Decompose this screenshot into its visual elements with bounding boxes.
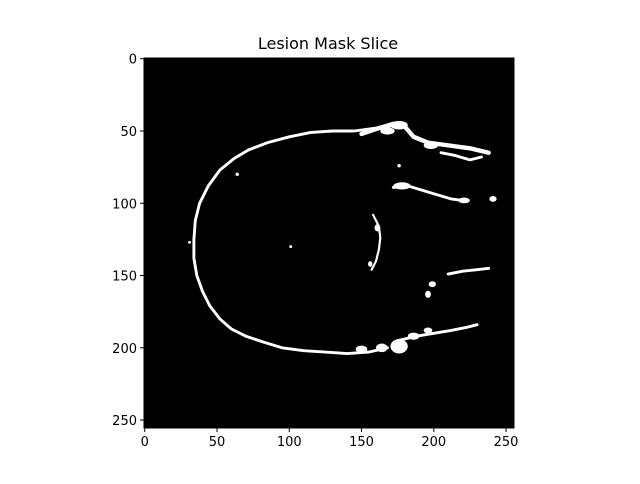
mask-speck-2 — [188, 240, 191, 244]
mask-inner-blob — [374, 224, 381, 232]
mask-lower-blob-2 — [376, 343, 388, 353]
mask-upper-right-band — [359, 121, 491, 155]
chart-title: Lesion Mask Slice — [258, 34, 398, 53]
y-tick-label: 200 — [112, 342, 137, 357]
mask-side-blob-2 — [425, 290, 431, 298]
mask-lower-right-streak — [446, 266, 491, 276]
x-tick-label: 100 — [277, 435, 302, 450]
mask-lower-blob-3 — [355, 345, 368, 353]
mask-mid-blob — [393, 182, 411, 190]
y-tick-label: 100 — [112, 197, 137, 212]
mask-foreground-layer — [188, 120, 497, 356]
x-axis-ticks: 0 50 100 150 200 250 — [141, 428, 519, 450]
y-tick-label: 250 — [112, 414, 137, 429]
y-axis-ticks: 0 50 100 150 200 250 — [112, 53, 144, 429]
x-tick-label: 50 — [209, 435, 226, 450]
mask-outer-rim — [192, 123, 398, 356]
mask-upper-right-strand — [439, 151, 483, 162]
x-tick-label: 0 — [141, 435, 149, 450]
mask-upper-right-blob — [423, 141, 439, 150]
y-tick-label: 50 — [120, 125, 137, 140]
mask-image-background — [144, 58, 514, 428]
mask-upper-blob-2 — [380, 127, 395, 135]
mask-speck-4 — [397, 163, 401, 168]
mask-inner-blob-2 — [368, 261, 373, 267]
x-tick-label: 250 — [494, 435, 519, 450]
x-tick-label: 150 — [349, 435, 374, 450]
mask-upper-blob — [390, 120, 408, 130]
mask-speck — [289, 245, 293, 249]
axes-frame — [143, 57, 515, 429]
mask-side-blob — [428, 281, 436, 288]
mask-lower-blob-1 — [390, 339, 408, 354]
mask-right-blob — [458, 197, 470, 204]
mask-lower-right-blob — [407, 332, 420, 340]
mask-far-right-blob — [489, 196, 497, 202]
y-tick-label: 150 — [112, 270, 137, 285]
x-tick-label: 200 — [421, 435, 446, 450]
mask-speck-3 — [235, 172, 239, 177]
y-tick-label: 0 — [129, 53, 137, 68]
mask-lower-right-blob-2 — [423, 327, 433, 334]
